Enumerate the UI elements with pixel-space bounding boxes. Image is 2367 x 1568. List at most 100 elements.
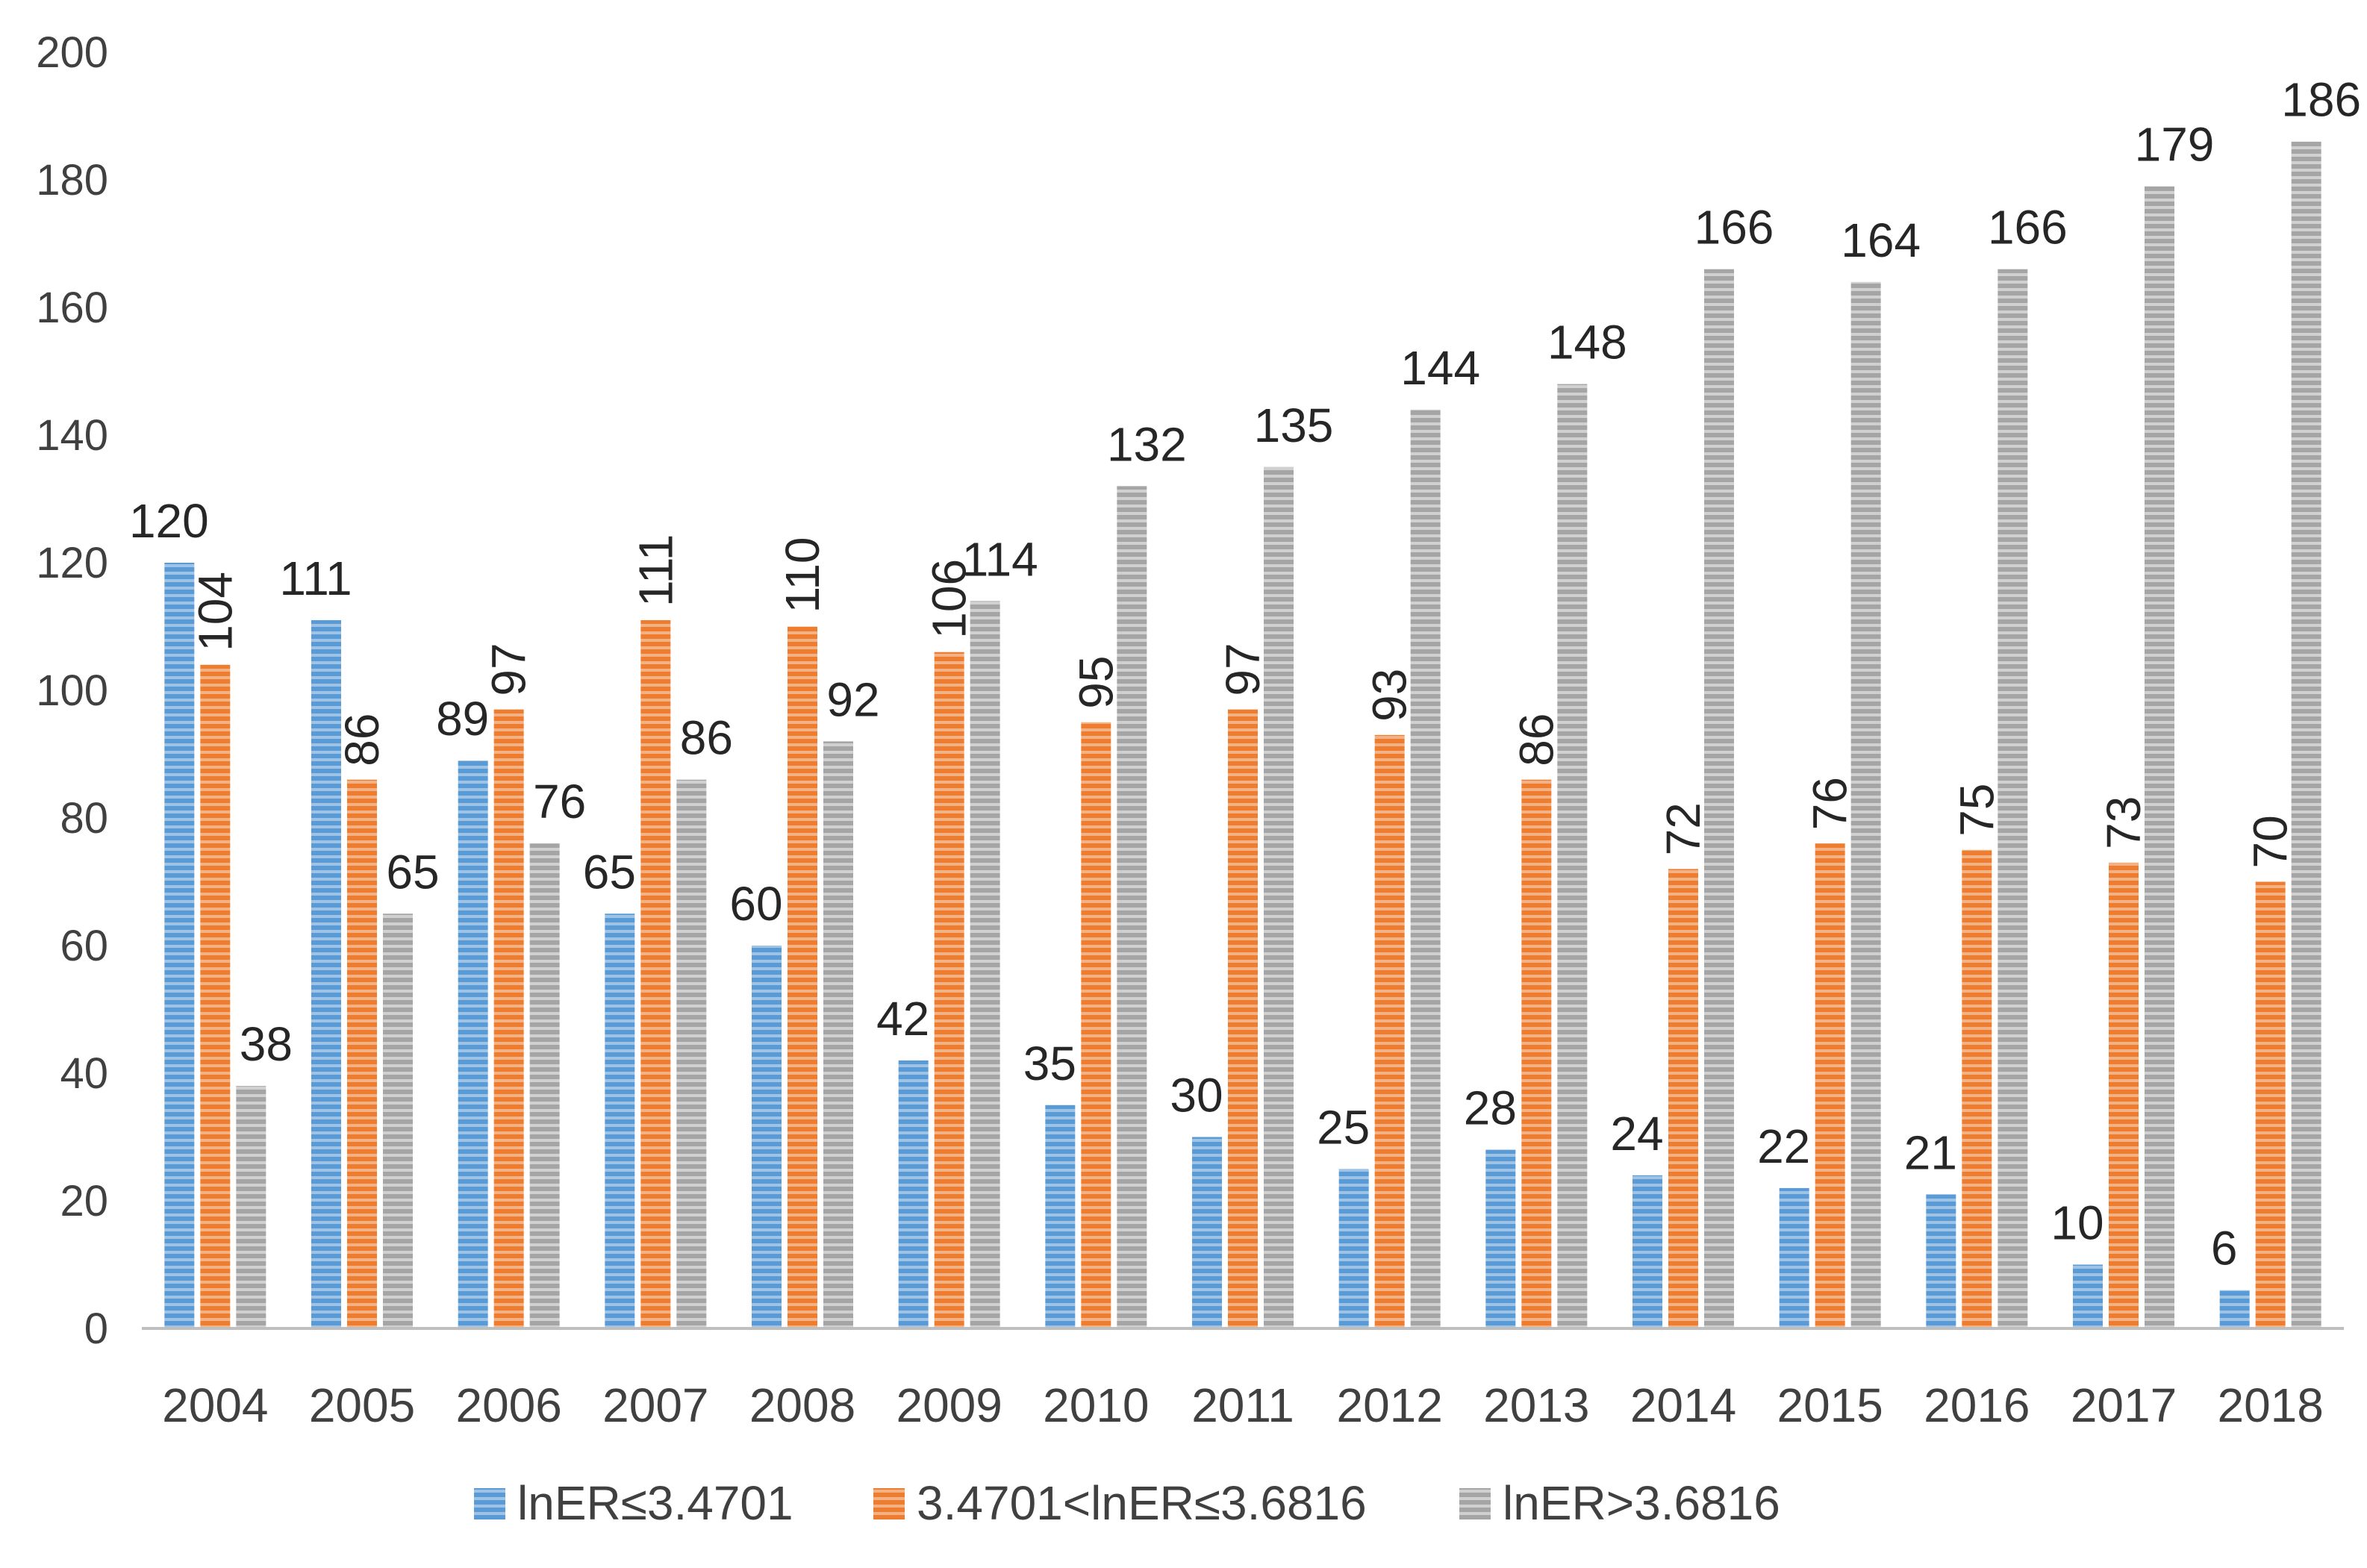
data-label: 97 [482,643,536,696]
bar-series-2 [1815,843,1845,1328]
bar-series-1 [164,563,195,1328]
x-tick-label: 2011 [1191,1378,1294,1432]
x-tick-label: 2016 [1924,1378,2030,1432]
bar-series-3 [2145,186,2174,1328]
bar-series-2 [1962,849,1992,1328]
data-label: 86 [680,711,733,765]
legend-label: lnER>3.6816 [1503,1476,1780,1530]
data-label: 35 [1023,1037,1076,1090]
bar-series-2 [1374,734,1405,1328]
data-label: 111 [279,552,352,605]
bar-series-3 [383,913,413,1328]
data-label: 95 [1069,656,1123,709]
legend-label: 3.4701<lnER≤3.6816 [917,1476,1367,1530]
data-label: 106 [923,559,976,639]
data-label: 28 [1464,1081,1517,1135]
bar-series-3 [1998,269,2028,1329]
y-tick-label: 100 [36,666,108,715]
bar-series-3 [676,779,707,1328]
data-label: 97 [1216,643,1270,696]
data-label: 86 [335,713,389,766]
data-label: 164 [1841,213,1921,267]
bar-series-2 [640,619,671,1328]
bar-series-3 [1704,269,1734,1329]
bar-series-1 [1632,1175,1662,1328]
data-label: 70 [2244,815,2298,868]
x-tick-label: 2018 [2217,1378,2323,1432]
bar-series-3 [1410,409,1441,1328]
data-label: 10 [2051,1196,2104,1250]
bar-series-3 [529,843,560,1328]
x-axis: 2004 2005 2006 2007 2008 2009 2010 2011 2012 2013… [162,1378,2324,1432]
x-tick-label: 2008 [749,1378,855,1432]
data-label: 89 [436,692,489,746]
legend-swatch [873,1488,905,1519]
bar-series-2 [934,652,964,1328]
data-label: 73 [2097,796,2151,849]
bar-series-1 [1926,1194,1956,1328]
data-label: 60 [729,877,782,931]
data-label: 144 [1400,341,1480,395]
y-tick-label: 0 [84,1305,108,1353]
data-label: 135 [1254,399,1334,452]
data-label: 104 [188,572,242,652]
x-tick-label: 2004 [162,1378,268,1432]
data-label: 65 [583,845,636,899]
bar-series-2 [2255,881,2286,1328]
data-label: 30 [1170,1069,1223,1122]
data-label: 92 [826,672,879,726]
bar-series-2 [1228,709,1258,1328]
bar-series-3 [1850,281,1881,1328]
bar-series-3 [236,1086,266,1328]
data-label: 38 [240,1017,293,1071]
data-label: 111 [629,534,682,607]
y-tick-label: 160 [36,284,108,332]
bar-series-3 [1117,486,1147,1328]
data-label: 76 [533,775,586,828]
data-label: 65 [386,845,439,899]
data-label: 24 [1610,1107,1663,1161]
data-label: 148 [1547,316,1627,369]
x-tick-label: 2007 [602,1378,708,1432]
bar-series-3 [823,741,853,1328]
y-tick-label: 60 [60,922,108,970]
bar-series-2 [200,664,231,1328]
bar-series-1 [1045,1105,1076,1328]
x-tick-label: 2010 [1043,1378,1149,1432]
bar-series-3 [2291,141,2321,1329]
bar-series-2 [1521,779,1552,1328]
data-label: 6 [2211,1222,2238,1275]
data-label: 21 [1904,1125,1957,1179]
x-tick-label: 2009 [896,1378,1002,1432]
data-label: 166 [1988,201,2068,254]
bar-series-2 [493,709,524,1328]
y-tick-label: 140 [36,411,108,460]
bar-series-1 [2219,1290,2250,1328]
y-tick-label: 200 [36,28,108,77]
legend-label: lnER≤3.4701 [517,1476,793,1530]
x-tick-label: 2006 [455,1378,561,1432]
data-label: 114 [962,532,1038,586]
legend: lnER≤3.4701 3.4701<lnER≤3.6816 lnER>3.6816 [474,1476,1780,1530]
data-label: 76 [1803,777,1857,830]
data-label: 75 [1950,784,2003,837]
data-label: 86 [1509,713,1563,766]
y-tick-label: 20 [60,1177,108,1225]
bar-series-1 [1485,1149,1516,1328]
bar-series-1 [898,1060,929,1328]
data-label: 42 [876,992,929,1046]
data-label: 25 [1317,1100,1370,1154]
x-tick-label: 2005 [309,1378,415,1432]
bar-series-3 [1264,466,1294,1328]
bar-series-2 [1668,869,1698,1328]
data-label: 93 [1363,669,1417,722]
data-label: 72 [1656,802,1710,855]
data-label: 166 [1694,201,1774,254]
bar-series-1 [2073,1264,2103,1328]
bar-series-3 [1557,384,1588,1328]
data-label: 186 [2281,73,2361,127]
data-label: 132 [1107,417,1187,471]
bar-series-1 [1192,1137,1222,1328]
